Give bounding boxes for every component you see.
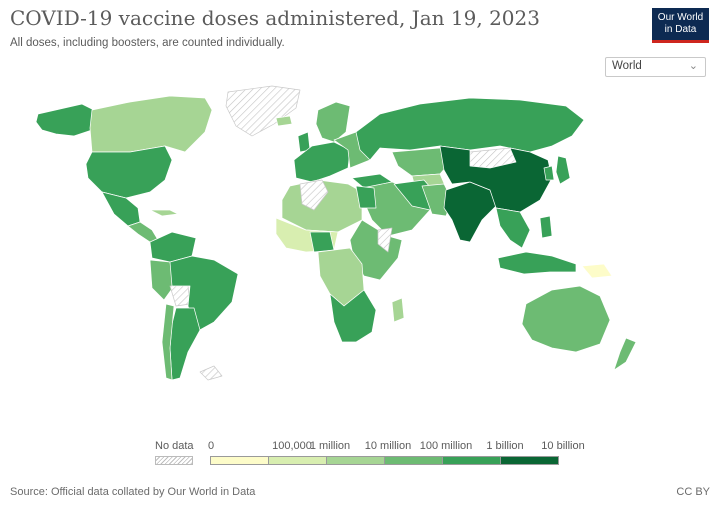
region-peru[interactable] <box>149 259 175 301</box>
logo-line-1: Our World <box>657 12 704 23</box>
region-chile[interactable] <box>161 303 175 381</box>
region-central-america[interactable] <box>127 221 159 243</box>
region-alaska[interactable] <box>35 103 95 137</box>
region-southeast-asia[interactable] <box>495 207 531 249</box>
logo-line-2: in Data <box>664 24 697 35</box>
region-selector-value: World <box>612 60 642 72</box>
region-caribbean[interactable] <box>149 209 179 217</box>
region-iceland[interactable] <box>275 115 293 127</box>
region-madagascar[interactable] <box>391 297 405 323</box>
legend-tick-label: 10 billion <box>541 440 585 452</box>
license-link[interactable]: CC BY <box>676 486 710 498</box>
region-southern-africa[interactable] <box>329 289 377 343</box>
region-russia[interactable] <box>355 97 585 161</box>
legend-bin[interactable] <box>442 456 501 465</box>
legend-no-data-label: No data <box>155 440 194 452</box>
region-canada[interactable] <box>89 95 213 153</box>
chevron-down-icon: ⌄ <box>688 60 698 72</box>
legend-bin[interactable] <box>384 456 443 465</box>
region-mexico[interactable] <box>101 191 141 227</box>
region-india[interactable] <box>443 181 497 243</box>
region-usa[interactable] <box>85 145 173 199</box>
world-map <box>35 85 637 381</box>
region-bolivia[interactable] <box>169 285 191 307</box>
legend-bin[interactable] <box>210 456 269 465</box>
region-nigeria[interactable] <box>309 231 335 253</box>
chart-subtitle: All doses, including boosters, are count… <box>10 37 285 49</box>
region-papua[interactable] <box>581 263 613 279</box>
legend-color-bins <box>210 456 559 465</box>
region-somalia[interactable] <box>377 227 393 253</box>
region-indonesia[interactable] <box>497 251 577 275</box>
region-argentina[interactable] <box>169 307 201 381</box>
legend-tick-label: 0 <box>207 440 215 452</box>
chart-title: COVID-19 vaccine doses administered, Jan… <box>10 6 540 30</box>
region-brazil[interactable] <box>169 255 239 333</box>
region-antarctica-hint <box>199 365 223 381</box>
region-greenland[interactable] <box>225 85 301 137</box>
legend-tick-label: 10 million <box>364 440 412 452</box>
region-japan[interactable] <box>555 155 571 185</box>
legend-bin[interactable] <box>326 456 385 465</box>
legend-bin[interactable] <box>500 456 559 465</box>
legend-tick-label: 1 billion <box>486 440 524 452</box>
legend-tick-label: 1 million <box>309 440 351 452</box>
region-selector[interactable]: World ⌄ <box>605 57 706 77</box>
legend-tick-label: 100,000 <box>272 440 312 452</box>
source-note: Source: Official data collated by Our Wo… <box>10 486 256 498</box>
legend-bin[interactable] <box>268 456 327 465</box>
legend-tick-label: 100 million <box>419 440 473 452</box>
region-western-europe[interactable] <box>293 141 351 183</box>
owid-logo[interactable]: Our World in Data <box>652 8 709 43</box>
legend-no-data-swatch[interactable] <box>155 456 193 465</box>
region-philippines[interactable] <box>539 215 553 239</box>
region-egypt[interactable] <box>355 185 377 209</box>
region-australia[interactable] <box>521 285 611 353</box>
region-east-africa[interactable] <box>349 219 403 281</box>
region-korea[interactable] <box>543 165 555 181</box>
region-western-sahara[interactable] <box>299 179 329 211</box>
region-new-zealand[interactable] <box>613 337 637 371</box>
region-scandinavia[interactable] <box>315 101 351 143</box>
